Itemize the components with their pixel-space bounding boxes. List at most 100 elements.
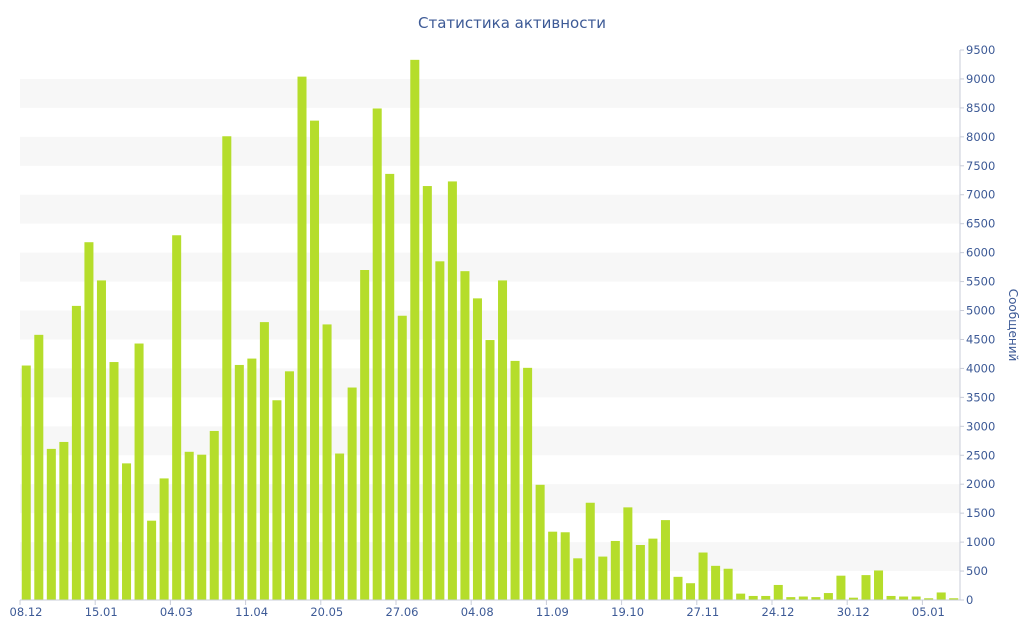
bar[interactable] xyxy=(736,593,746,600)
bar[interactable] xyxy=(610,540,620,600)
y-tick-label: 6000 xyxy=(966,246,995,260)
bar[interactable] xyxy=(648,538,658,600)
bar[interactable] xyxy=(823,593,833,600)
x-tick-label: 11.09 xyxy=(536,605,569,619)
bar[interactable] xyxy=(811,597,821,600)
bar[interactable] xyxy=(874,570,884,600)
bar[interactable] xyxy=(372,108,382,600)
bar[interactable] xyxy=(159,478,169,600)
bar[interactable] xyxy=(798,596,808,600)
bar[interactable] xyxy=(21,365,31,600)
bar[interactable] xyxy=(96,280,106,600)
bar[interactable] xyxy=(836,575,846,600)
bar[interactable] xyxy=(936,592,946,600)
bar[interactable] xyxy=(623,507,633,600)
bar[interactable] xyxy=(46,448,56,600)
bar[interactable] xyxy=(209,430,219,600)
bar[interactable] xyxy=(660,520,670,600)
bar[interactable] xyxy=(34,334,44,600)
x-tick-label: 15.01 xyxy=(85,605,118,619)
bar[interactable] xyxy=(297,76,307,600)
bar[interactable] xyxy=(84,242,94,600)
chart-title: Статистика активности xyxy=(418,14,606,32)
y-axis-label: Сообщений xyxy=(1006,289,1020,362)
bar[interactable] xyxy=(59,441,69,600)
y-tick-label: 5000 xyxy=(966,304,995,318)
bar[interactable] xyxy=(335,453,345,600)
bar[interactable] xyxy=(773,584,783,600)
bar[interactable] xyxy=(485,340,495,600)
y-tick-label: 2500 xyxy=(966,448,995,462)
bar[interactable] xyxy=(673,576,683,600)
bar[interactable] xyxy=(397,315,407,600)
bar-series xyxy=(21,59,959,601)
y-tick-label: 8500 xyxy=(966,101,995,115)
bar[interactable] xyxy=(861,575,871,600)
bar[interactable] xyxy=(71,305,81,600)
bar[interactable] xyxy=(585,502,595,600)
bar[interactable] xyxy=(360,270,370,600)
bar[interactable] xyxy=(723,568,733,600)
bar[interactable] xyxy=(259,322,269,600)
y-tick-label: 3500 xyxy=(966,390,995,404)
y-tick-label: 6500 xyxy=(966,217,995,231)
bar[interactable] xyxy=(698,552,708,600)
y-tick-label: 4500 xyxy=(966,332,995,346)
bar[interactable] xyxy=(109,362,119,600)
bar[interactable] xyxy=(222,136,232,600)
bar[interactable] xyxy=(310,120,320,600)
bar[interactable] xyxy=(172,235,182,600)
bar[interactable] xyxy=(347,387,357,600)
bar[interactable] xyxy=(472,298,482,600)
bar[interactable] xyxy=(510,360,520,600)
bar[interactable] xyxy=(447,181,457,601)
bar[interactable] xyxy=(272,400,282,600)
y-tick-label: 2000 xyxy=(966,477,995,491)
bar[interactable] xyxy=(911,596,921,600)
bar[interactable] xyxy=(523,367,533,600)
bar[interactable] xyxy=(949,598,959,600)
bar[interactable] xyxy=(122,463,132,600)
y-tick-label: 5500 xyxy=(966,275,995,289)
bar[interactable] xyxy=(573,558,583,600)
bar[interactable] xyxy=(498,280,508,600)
bar[interactable] xyxy=(385,173,395,600)
bar[interactable] xyxy=(247,358,257,600)
x-axis-ticks: 08.12 15.01 04.03 11.04 20.05 27.06 04.08 11.09… xyxy=(10,600,945,619)
bar[interactable] xyxy=(548,531,558,600)
bar[interactable] xyxy=(711,565,721,600)
bar[interactable] xyxy=(635,545,645,600)
x-tick-label: 04.08 xyxy=(461,605,494,619)
bar[interactable] xyxy=(761,595,771,600)
bar[interactable] xyxy=(197,454,207,600)
x-tick-label: 24.12 xyxy=(762,605,795,619)
y-tick-label: 7500 xyxy=(966,159,995,173)
grid-band xyxy=(20,252,960,282)
bar[interactable] xyxy=(184,451,194,600)
bar[interactable] xyxy=(422,186,432,601)
bar[interactable] xyxy=(410,59,420,600)
bar[interactable] xyxy=(786,597,796,600)
y-tick-label: 3000 xyxy=(966,419,995,433)
bar[interactable] xyxy=(848,597,858,600)
y-tick-label: 4000 xyxy=(966,361,995,375)
bar[interactable] xyxy=(535,484,545,600)
bar[interactable] xyxy=(560,532,570,600)
bar[interactable] xyxy=(924,598,934,600)
bar[interactable] xyxy=(598,556,608,600)
bar[interactable] xyxy=(899,596,909,600)
bar[interactable] xyxy=(686,583,696,600)
bar[interactable] xyxy=(284,371,294,600)
y-tick-label: 7000 xyxy=(966,188,995,202)
bar[interactable] xyxy=(234,364,244,600)
bar[interactable] xyxy=(748,595,758,600)
x-tick-label: 27.06 xyxy=(386,605,419,619)
y-tick-label: 500 xyxy=(966,564,988,578)
bar[interactable] xyxy=(322,324,332,600)
bar[interactable] xyxy=(435,261,445,600)
bar[interactable] xyxy=(147,520,157,600)
bar[interactable] xyxy=(460,271,470,600)
bar[interactable] xyxy=(886,595,896,600)
bar[interactable] xyxy=(134,343,144,600)
